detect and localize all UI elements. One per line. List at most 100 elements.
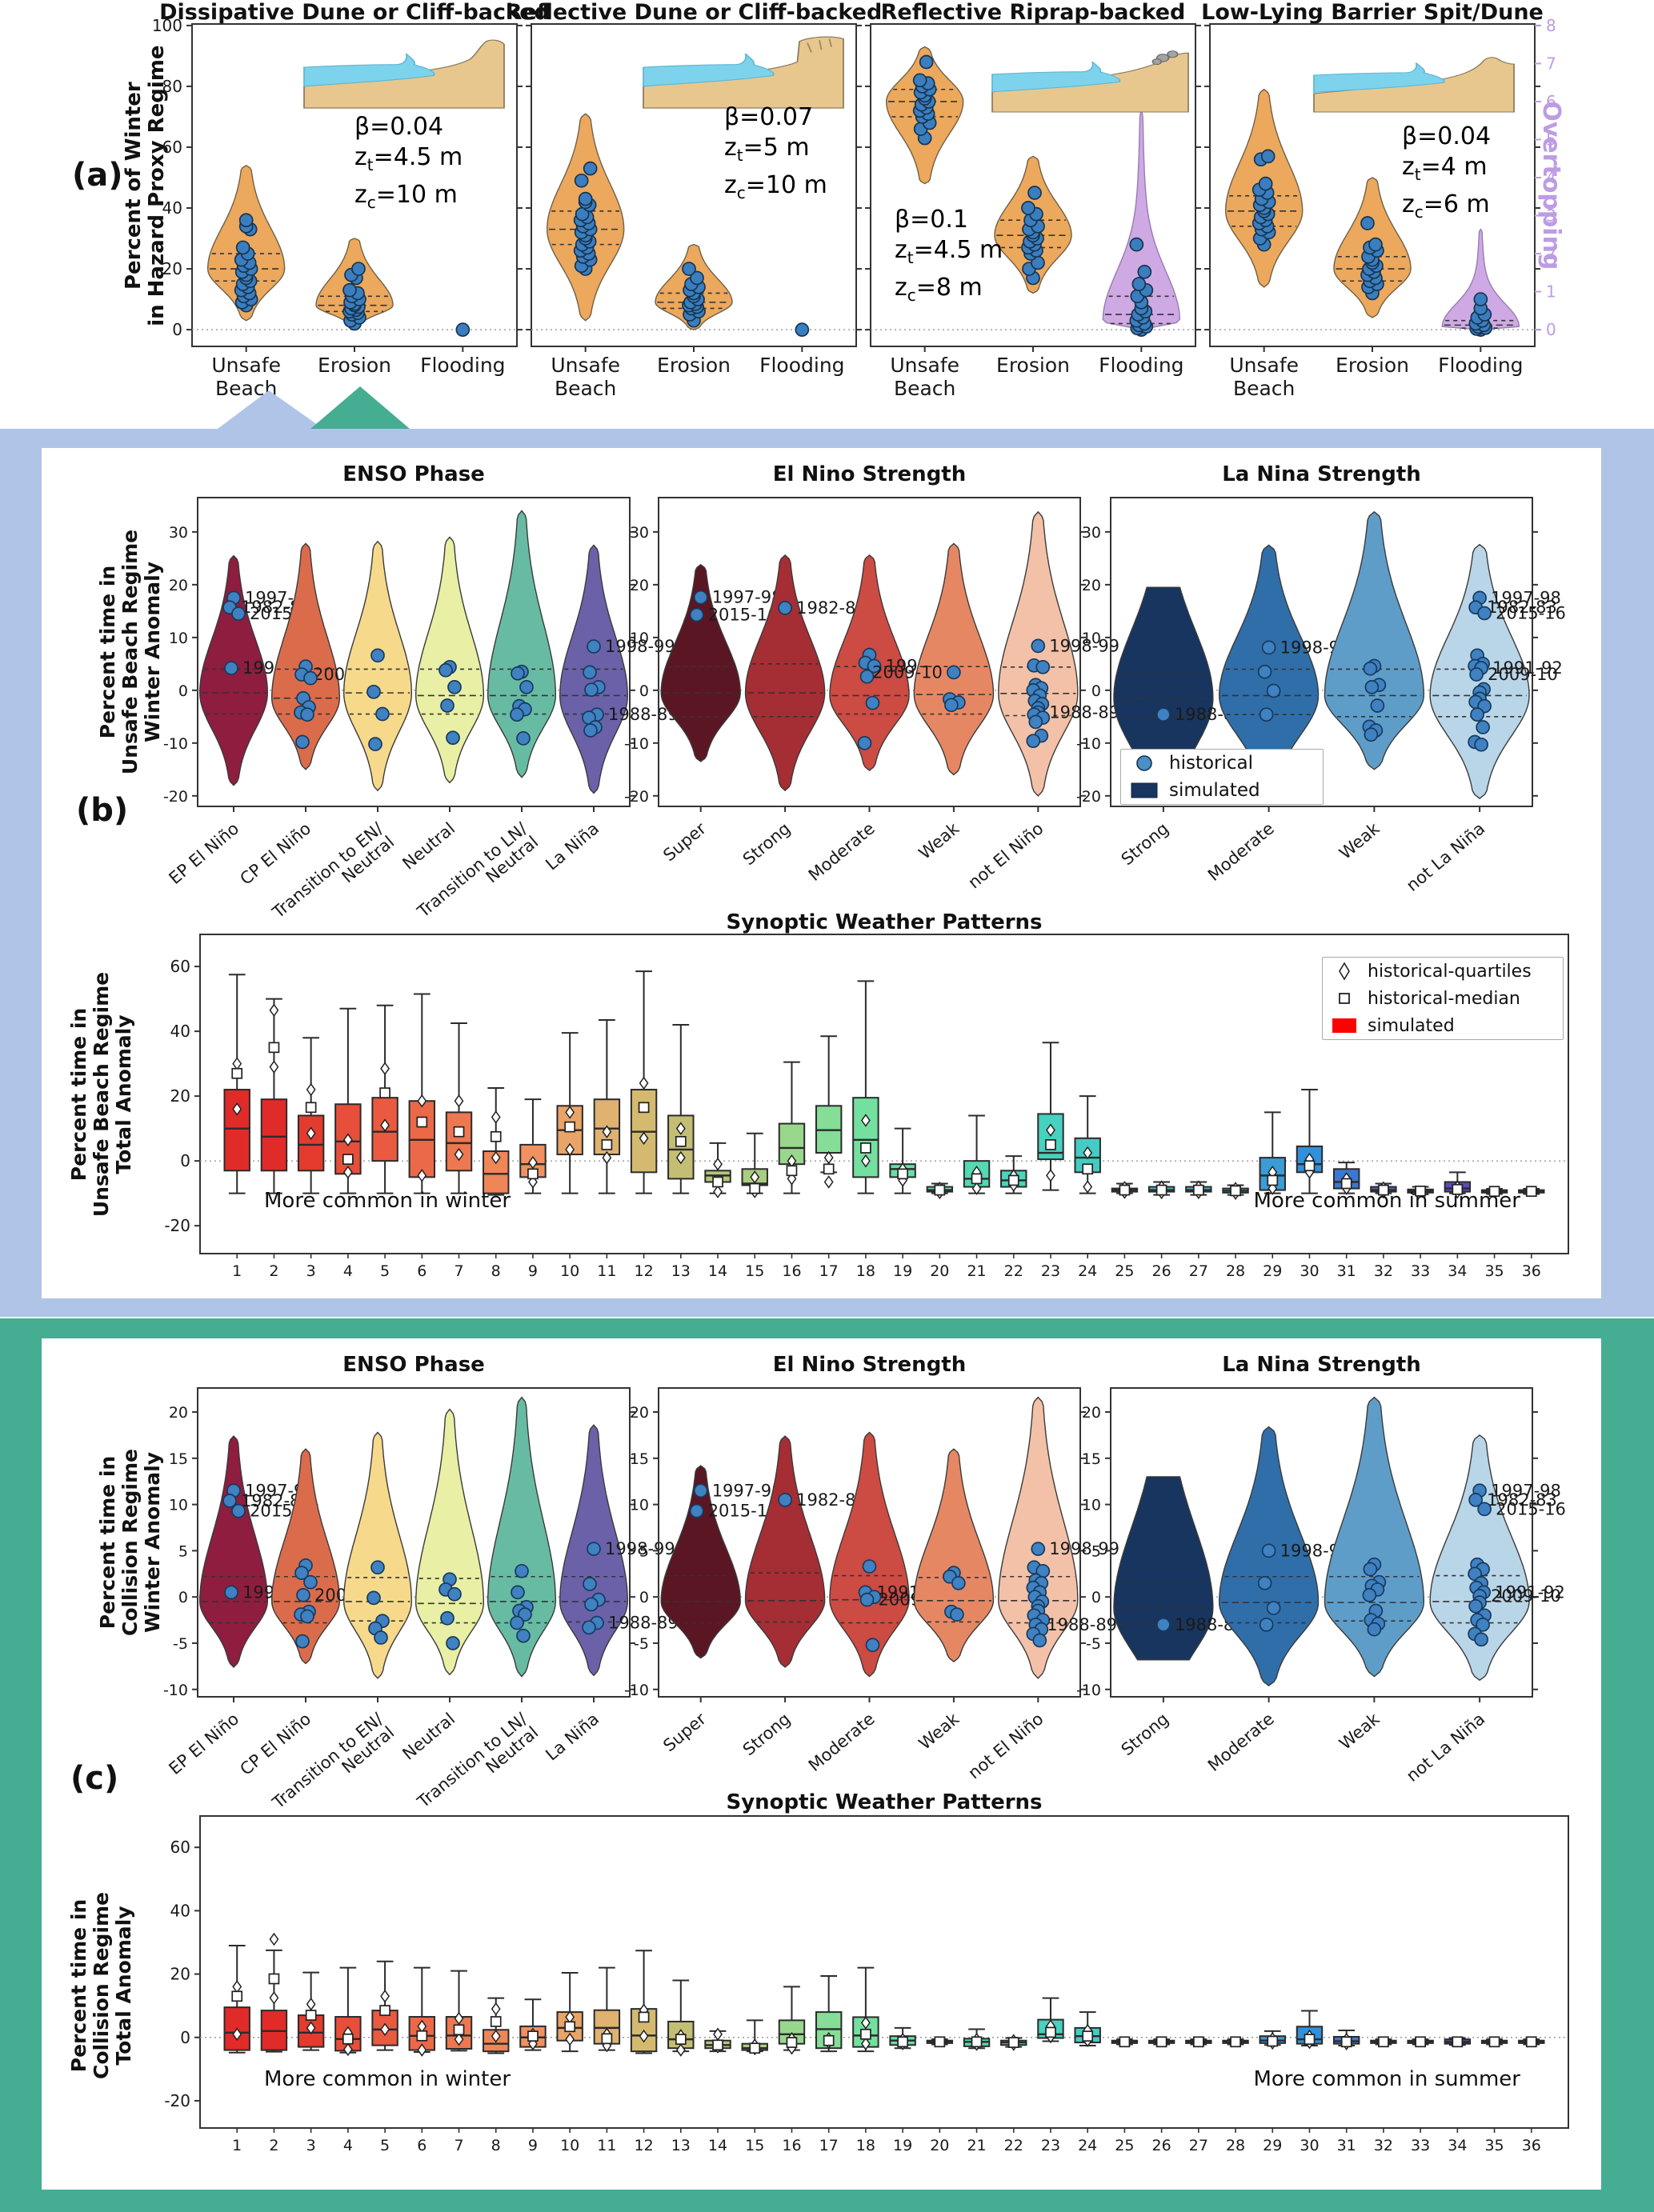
historical-median-square xyxy=(305,1102,317,1114)
historical-dot xyxy=(368,737,382,751)
box-pattern-34: 34 xyxy=(1444,1171,1472,1280)
historical-quartile-diamond xyxy=(602,1150,612,1165)
year-annotation: 2015-16 xyxy=(1496,1499,1566,1518)
historical-dot xyxy=(1364,727,1379,742)
historical-quartile-diamond xyxy=(306,2021,316,2035)
historical-dot xyxy=(587,1542,601,1556)
pattern-number-label: 10 xyxy=(560,1262,579,1280)
historical-dot xyxy=(1362,1588,1377,1602)
historical-dot xyxy=(1469,667,1484,682)
historical-quartile-diamond xyxy=(380,1062,390,1075)
historical-dot xyxy=(296,1588,310,1602)
box-pattern-1: 1 xyxy=(223,1944,250,2154)
historical-quartile-diamond xyxy=(860,1154,871,1168)
historical-dot xyxy=(366,1590,381,1606)
legend-row-simulated-box: simulated xyxy=(1323,1012,1563,1039)
historical-dot xyxy=(1032,1633,1047,1648)
historical-dot xyxy=(516,731,531,746)
historical-dot xyxy=(1473,292,1488,306)
historical-median-square xyxy=(342,2033,354,2045)
axes-frame xyxy=(199,1815,1569,2129)
box-pattern-25: 25 xyxy=(1111,1181,1139,1280)
historical-dot xyxy=(1476,720,1490,734)
category-label: Flooding xyxy=(1099,354,1183,377)
beta-value: β=0.04 xyxy=(1402,122,1492,150)
historical-dot xyxy=(578,191,593,206)
historical-dot xyxy=(224,1585,238,1600)
historical-dot xyxy=(682,262,696,276)
box-pattern-24: 24 xyxy=(1074,2011,1101,2154)
historical-median-square xyxy=(1007,2037,1019,2048)
historical-median-square xyxy=(786,2037,798,2048)
historical-median-square xyxy=(231,1067,243,1079)
historical-quartile-diamond xyxy=(823,1150,834,1165)
historical-dot xyxy=(584,682,599,698)
overtopping-tick-label: 8 xyxy=(1546,16,1556,35)
historical-dot xyxy=(295,734,310,750)
historical-quartile-diamond xyxy=(491,1110,501,1124)
historical-dot xyxy=(693,1483,708,1498)
pattern-number-label: 24 xyxy=(1078,2137,1097,2154)
historical-quartile-diamond xyxy=(454,1147,464,1162)
pattern-number-label: 17 xyxy=(819,1262,839,1280)
box-pattern-15: 15 xyxy=(741,1132,768,1280)
historical-quartile-diamond xyxy=(380,1989,390,2003)
zt-value: zt=4 m xyxy=(1402,153,1488,184)
historical-median-square xyxy=(1119,1184,1131,1196)
historical-dot xyxy=(574,173,589,188)
tick-label: 40 xyxy=(170,1022,190,1041)
unsafe-beach-pointer-triangle xyxy=(218,390,323,429)
year-annotation: 2009-10 xyxy=(872,662,943,682)
historical-dot xyxy=(342,282,357,298)
historical-median-square xyxy=(1415,1185,1426,1197)
category-label: Erosion xyxy=(1336,354,1409,377)
historical-quartile-diamond xyxy=(306,1997,316,2011)
historical-dot xyxy=(510,1615,524,1630)
box-pattern-26: 26 xyxy=(1147,1180,1175,1280)
panel-a-subplot-2: Unsafe Beach Erosion Flooding xyxy=(526,23,862,400)
historical-quartile-diamond xyxy=(1046,1123,1055,1137)
beach-profile-illustration xyxy=(643,36,844,109)
box-pattern-9: 9 xyxy=(519,1098,547,1280)
beach-profile-illustration xyxy=(991,50,1189,113)
box-pattern-12: 12 xyxy=(630,1950,658,2154)
historical-dot xyxy=(1364,680,1380,694)
tick-label: 10 xyxy=(1082,1497,1101,1514)
year-annotation: 1997-98 xyxy=(712,1481,783,1500)
box-pattern-6: 6 xyxy=(408,993,436,1280)
historical-dot xyxy=(303,670,318,686)
historical-dot xyxy=(1035,659,1051,674)
historical-dot xyxy=(1468,1598,1483,1614)
violin-body xyxy=(829,1431,910,1678)
historical-median-square xyxy=(823,1163,835,1175)
water-with-wave xyxy=(643,53,775,87)
historical-dot xyxy=(865,695,880,710)
historical-quartile-diamond xyxy=(306,1126,316,1141)
historical-quartile-diamond xyxy=(602,1125,612,1138)
axes-frame xyxy=(1110,497,1533,807)
tick-label: 10 xyxy=(169,630,188,647)
historical-quartile-diamond xyxy=(1046,1169,1055,1182)
box-pattern-34: 34 xyxy=(1444,2036,1472,2154)
tick-label: 5 xyxy=(1091,1542,1101,1560)
historical-median-square xyxy=(786,1165,798,1177)
historical-median-square xyxy=(1304,2034,1316,2045)
box-pattern-17: 17 xyxy=(815,1035,843,1280)
box-pattern-27: 27 xyxy=(1185,2036,1212,2154)
panel-b-label: (b) xyxy=(76,792,129,829)
year-annotation: 1998-99 xyxy=(605,637,675,656)
pattern-number-label: 8 xyxy=(491,1262,501,1280)
box-pattern-4: 4 xyxy=(334,1966,362,2154)
historical-quartile-diamond xyxy=(675,1150,686,1165)
historical-median-square xyxy=(712,2039,723,2051)
pattern-number-label: 2 xyxy=(269,1262,278,1280)
category-label: Erosion xyxy=(318,354,391,377)
historical-dot xyxy=(1156,707,1171,722)
box-pattern-32: 32 xyxy=(1370,1181,1397,1280)
historical-dot xyxy=(235,240,250,255)
box-pattern-5: 5 xyxy=(371,1004,398,1280)
historical-dot xyxy=(693,590,708,605)
year-annotation: 1998-99 xyxy=(1049,1539,1119,1558)
